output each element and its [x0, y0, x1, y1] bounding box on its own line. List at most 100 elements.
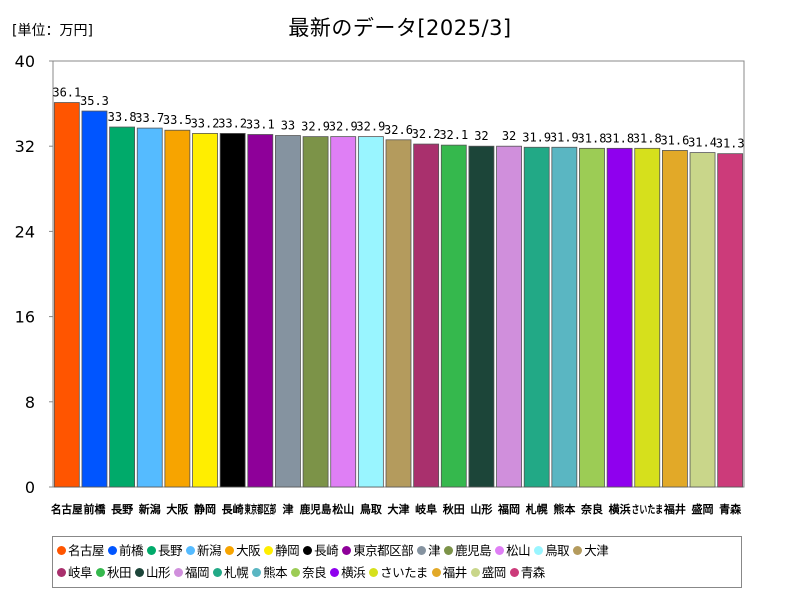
bar-鹿児島 — [302, 136, 329, 488]
value-labels: 36.135.333.833.733.533.233.233.1 33 32.932… — [52, 86, 744, 151]
legend-swatch — [573, 546, 583, 555]
legend-swatch — [174, 568, 184, 577]
legend-swatch — [135, 568, 145, 577]
x-tick-label: 松山 — [332, 502, 354, 516]
legend-swatch — [57, 568, 66, 577]
legend-item: 新潟 — [186, 540, 222, 562]
bar-山形 — [468, 145, 495, 488]
y-tick-label: 40 — [15, 52, 35, 71]
value-label: 33.7 — [135, 111, 164, 125]
value-label: 36.1 — [52, 86, 81, 100]
x-tick-label: 名古屋 — [51, 502, 83, 516]
legend-label: 名古屋 — [68, 543, 105, 558]
value-label: 32 — [502, 129, 516, 143]
bar-さいたま — [634, 147, 661, 488]
value-label: 31.9 — [522, 130, 551, 144]
x-tick-label: 鳥取 — [360, 502, 382, 516]
value-label: 33 — [281, 119, 295, 133]
legend-item: さいたま — [369, 562, 428, 584]
x-tick-label: 奈良 — [580, 502, 603, 516]
value-label: 31.8 — [633, 131, 662, 145]
value-label: 32.2 — [412, 127, 441, 141]
legend-swatch — [303, 546, 313, 555]
legend-swatch — [369, 568, 379, 577]
legend-label: 福井 — [442, 565, 468, 580]
bar-長野 — [109, 126, 135, 488]
bar-秋田 — [440, 144, 467, 488]
legend-item: 鳥取 — [534, 540, 570, 562]
value-label: 32.6 — [384, 123, 413, 137]
x-tick-label: 熊本 — [553, 502, 575, 516]
legend-label: 鹿児島 — [455, 543, 492, 558]
value-label: 32.9 — [329, 120, 358, 134]
value-label: 31.3 — [716, 137, 745, 151]
y-tick-label: 8 — [25, 393, 35, 412]
legend-label: 大津 — [584, 543, 609, 558]
legend-item: 鹿児島 — [444, 540, 492, 562]
x-tick-label: 福岡 — [497, 502, 520, 516]
bar-津 — [275, 135, 301, 488]
legend-item: 秋田 — [96, 562, 132, 584]
y-tick-label: 0 — [25, 478, 35, 497]
legend-label: 横浜 — [341, 565, 366, 580]
legend-item: 静岡 — [264, 540, 300, 562]
legend-item: 福井 — [431, 562, 468, 584]
value-label: 32 — [474, 129, 488, 143]
legend-label: 秋田 — [107, 565, 132, 580]
legend-item: 横浜 — [330, 562, 366, 584]
x-tick-label: 前橋 — [83, 502, 106, 516]
chart-title: 最新のデータ[2025/3] — [288, 16, 512, 40]
x-tick-label: 岐阜 — [415, 502, 437, 516]
bars — [53, 102, 744, 488]
legend-item: 松山 — [495, 540, 531, 562]
x-tick-label: 盛岡 — [692, 502, 714, 516]
value-label: 33.1 — [246, 117, 275, 131]
legend-swatch — [186, 546, 196, 555]
bar-鳥取 — [357, 136, 384, 488]
x-tick-label: 津 — [282, 502, 293, 516]
legend-swatch — [225, 546, 235, 555]
bar-横浜 — [606, 147, 633, 488]
value-label: 32.9 — [301, 120, 330, 134]
legend-label: 大阪 — [236, 543, 261, 558]
y-tick-label: 16 — [15, 308, 35, 327]
legend-item: 盛岡 — [470, 562, 507, 584]
bar-青森 — [717, 153, 744, 488]
bar-大津 — [385, 139, 412, 488]
legend-label: 熊本 — [263, 565, 288, 580]
legend-label: 盛岡 — [481, 565, 507, 580]
value-label: 33.2 — [218, 116, 247, 130]
bar-福岡 — [496, 145, 522, 488]
bar-長崎 — [219, 133, 246, 488]
legend-item: 名古屋 — [57, 540, 105, 562]
legend-swatch — [252, 568, 262, 577]
x-tick-label: 鹿児島 — [300, 502, 332, 516]
legend-label: 奈良 — [302, 565, 327, 580]
x-tick-label: さいたま — [631, 503, 663, 516]
legend-label: 青森 — [520, 565, 546, 580]
legend-swatch — [534, 546, 544, 555]
legend-item: 札幌 — [213, 562, 249, 584]
legend-label: 津 — [428, 543, 441, 558]
legend-swatch — [213, 568, 223, 577]
x-tick-label: 東京都区部 — [245, 502, 277, 516]
legend-label: 山形 — [146, 565, 171, 580]
value-label: 31.8 — [605, 131, 634, 145]
legend-item: 青森 — [509, 562, 546, 584]
y-axis: 0 8 16 24 32 40 — [15, 52, 53, 497]
legend-item: 岐阜 — [57, 562, 93, 584]
bar-松山 — [330, 136, 357, 488]
unit-label: [単位：万円] — [12, 23, 93, 39]
legend-swatch — [431, 568, 441, 577]
bar-新潟 — [136, 127, 163, 488]
legend: 名古屋 前橋 長野 新潟 大阪 静岡 長崎 東京都区部津鹿児島 松山 鳥取 大津 岐阜 秋田 山形 福岡 札幌… — [52, 536, 742, 588]
value-label: 31.9 — [550, 130, 579, 144]
value-label: 33.5 — [163, 113, 192, 127]
legend-label: 岐阜 — [68, 565, 93, 580]
bar-名古屋 — [53, 102, 80, 488]
legend-item: 長崎 — [303, 540, 339, 562]
legend-swatch — [330, 568, 340, 577]
bar-盛岡 — [689, 152, 716, 488]
